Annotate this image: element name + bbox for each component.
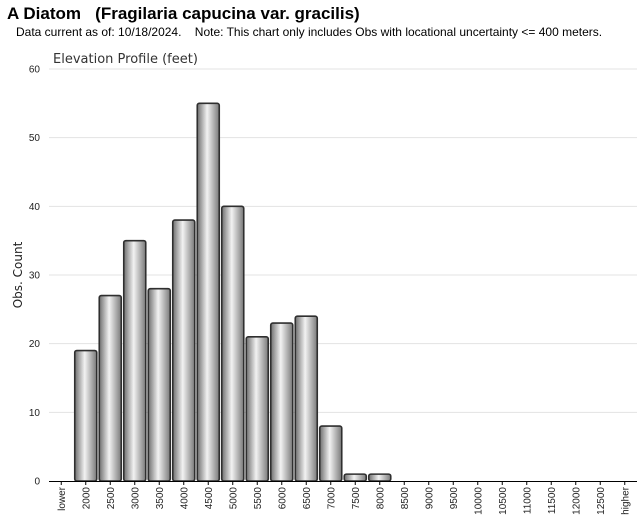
axes: 0 10 20 30 40 50 60 lower 2000 2500 3000 3500 4000 45… xyxy=(29,65,637,515)
y-axis-label: Obs. Count xyxy=(11,241,25,308)
x-tick-label: 11500 xyxy=(547,487,558,515)
y-tick-label: 10 xyxy=(29,408,41,419)
y-tick-label: 0 xyxy=(34,477,40,488)
y-tick-label: 20 xyxy=(29,339,41,350)
x-tick-label: higher xyxy=(620,486,631,514)
x-tick-label: 7500 xyxy=(351,487,362,510)
x-tick-label: 3000 xyxy=(130,487,141,510)
x-tick-label: 10000 xyxy=(473,487,484,515)
page-title: A Diatom (Fragilaria capucina var. graci… xyxy=(7,4,360,23)
bar xyxy=(245,335,270,482)
bar xyxy=(196,102,221,482)
x-tick-label: 11000 xyxy=(522,487,533,515)
bar xyxy=(147,287,172,482)
x-tick-label: 9500 xyxy=(449,487,460,510)
x-tick-label: 12000 xyxy=(571,487,582,515)
x-tick-label: 2500 xyxy=(106,487,117,510)
bar xyxy=(269,322,294,482)
x-tick-label: 8500 xyxy=(400,487,411,510)
x-tick-label: 9000 xyxy=(424,487,435,510)
bar xyxy=(171,219,196,482)
bar xyxy=(122,239,147,482)
y-tick-label: 30 xyxy=(29,271,41,282)
bar xyxy=(367,473,392,482)
data-note: Data current as of: 10/18/2024. Note: Th… xyxy=(16,25,603,39)
x-tick-label: lower xyxy=(57,486,68,511)
x-tick-label: 7000 xyxy=(326,487,337,510)
grid-lines xyxy=(49,68,637,413)
x-tick-label: 8000 xyxy=(375,487,386,510)
bar xyxy=(73,349,98,482)
bar xyxy=(294,315,319,482)
x-tick-label: 10500 xyxy=(498,487,509,515)
x-tick-label: 3500 xyxy=(155,487,166,510)
bar xyxy=(318,425,343,482)
x-tick-label: 6000 xyxy=(277,487,288,510)
bar xyxy=(98,294,123,482)
x-tick-label: 2000 xyxy=(81,487,92,510)
y-tick-label: 40 xyxy=(29,202,41,213)
x-tick-label: 6500 xyxy=(302,487,313,510)
x-tick-label: 4500 xyxy=(204,487,215,510)
bar xyxy=(343,473,368,482)
x-tick-label: 5500 xyxy=(253,487,264,510)
y-tick-label: 60 xyxy=(29,65,41,76)
bars xyxy=(73,102,392,482)
y-tick-label: 50 xyxy=(29,133,41,144)
x-tick-label: 12500 xyxy=(596,487,607,515)
x-tick-label: 4000 xyxy=(179,487,190,510)
x-tick-label: 5000 xyxy=(228,487,239,510)
bar xyxy=(220,205,245,482)
chart-title: Elevation Profile (feet) xyxy=(53,52,198,67)
